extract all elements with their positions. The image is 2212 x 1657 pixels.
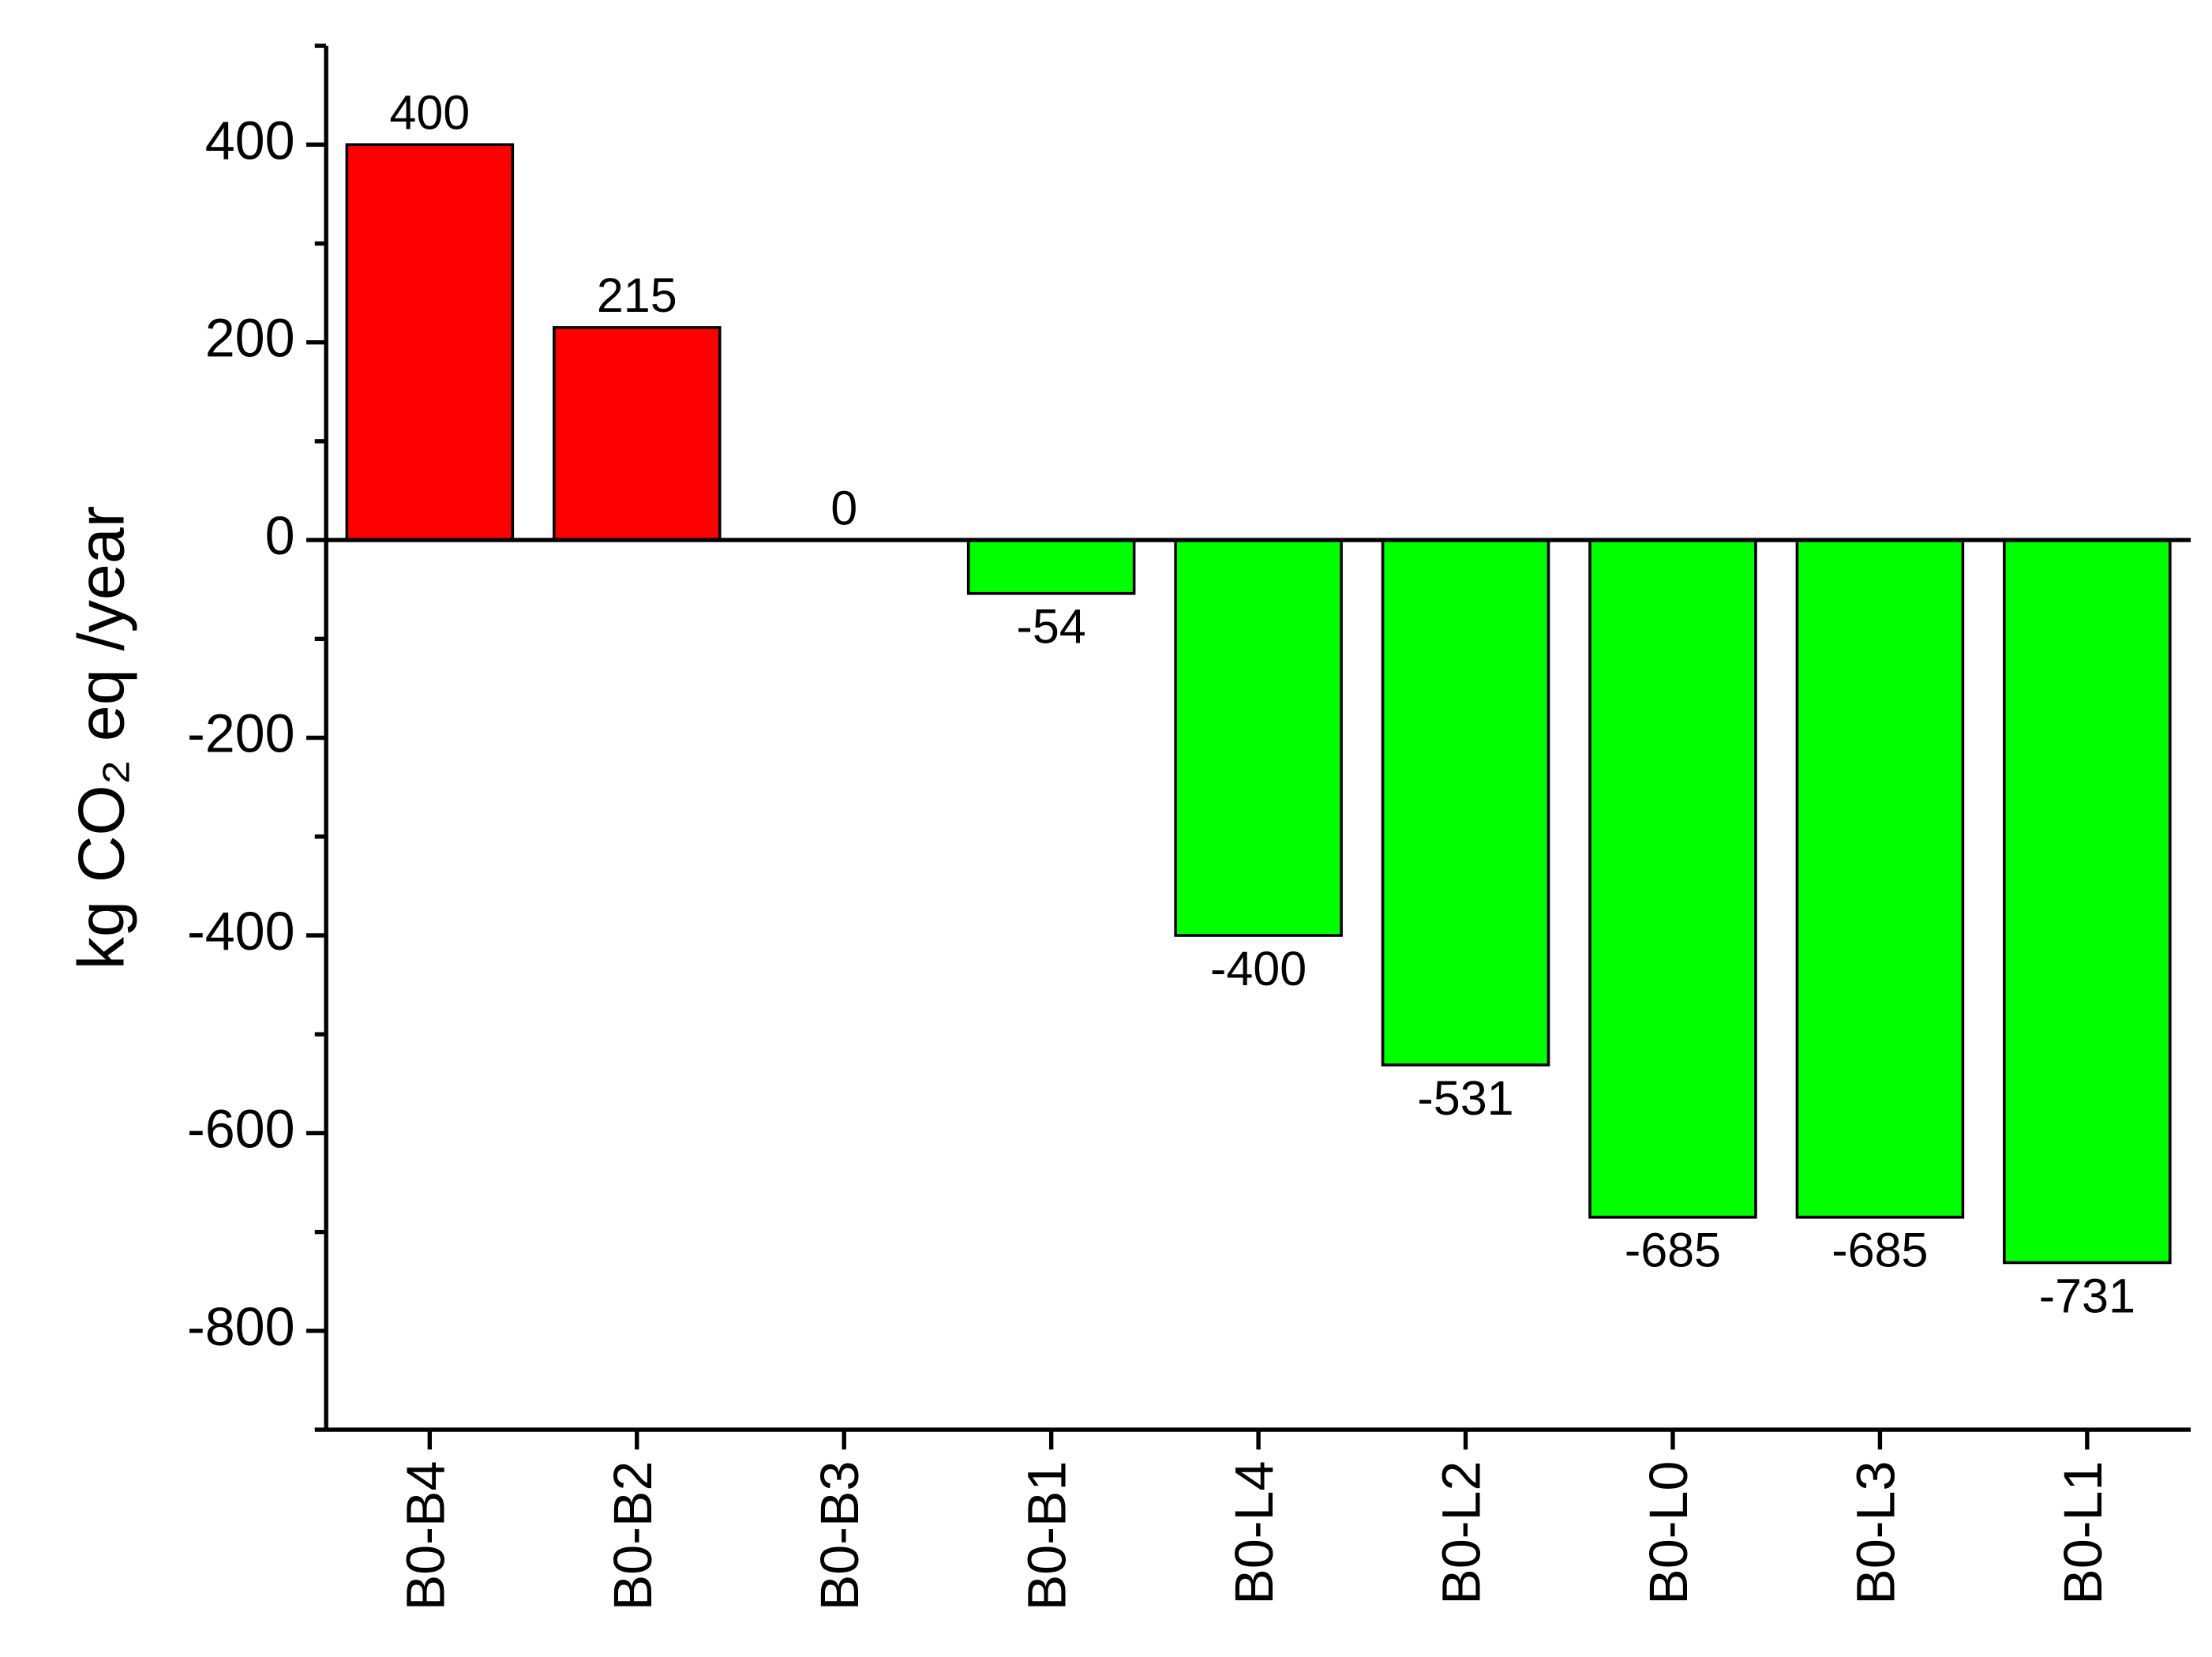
x-tick-label: B0-L3 (1846, 1461, 1906, 1605)
y-tick-label: -600 (187, 1099, 295, 1159)
y-tick-label: -400 (187, 902, 295, 962)
bar (1381, 538, 1550, 1067)
x-tick-label: B0-L4 (1224, 1461, 1284, 1605)
x-tick-label: B0-L2 (1432, 1461, 1492, 1605)
bar (345, 143, 515, 542)
y-tick-label: 0 (265, 506, 295, 566)
data-label: -685 (1831, 1224, 1928, 1277)
data-label: -731 (2039, 1269, 2135, 1322)
bar (1174, 538, 1343, 937)
data-label: 0 (830, 481, 857, 534)
y-tick-label: 400 (205, 111, 295, 171)
x-tick-label: B0-B1 (1018, 1461, 1078, 1611)
y-axis-label: kg CO₂ eq /year (65, 506, 138, 970)
bar (1795, 538, 1965, 1219)
data-label: -400 (1210, 942, 1307, 995)
bar (1588, 538, 1757, 1219)
bar (2003, 538, 2172, 1265)
data-label: -531 (1417, 1071, 1513, 1125)
y-tick-label: 200 (205, 309, 295, 369)
x-tick-label: B0-B2 (603, 1461, 663, 1611)
x-tick-label: B0-L0 (1639, 1461, 1699, 1605)
y-tick-label: -200 (187, 704, 295, 764)
bar (966, 538, 1136, 595)
x-tick-label: B0-L1 (2053, 1461, 2113, 1605)
x-tick-label: B0-B3 (810, 1461, 870, 1611)
data-label: -685 (1625, 1224, 1721, 1277)
x-tick-label: B0-B4 (396, 1461, 456, 1611)
data-label: 215 (597, 268, 677, 322)
y-tick-label: -800 (187, 1297, 295, 1357)
data-label: -54 (1017, 600, 1086, 654)
data-label: 400 (389, 85, 470, 139)
bar (553, 326, 722, 542)
